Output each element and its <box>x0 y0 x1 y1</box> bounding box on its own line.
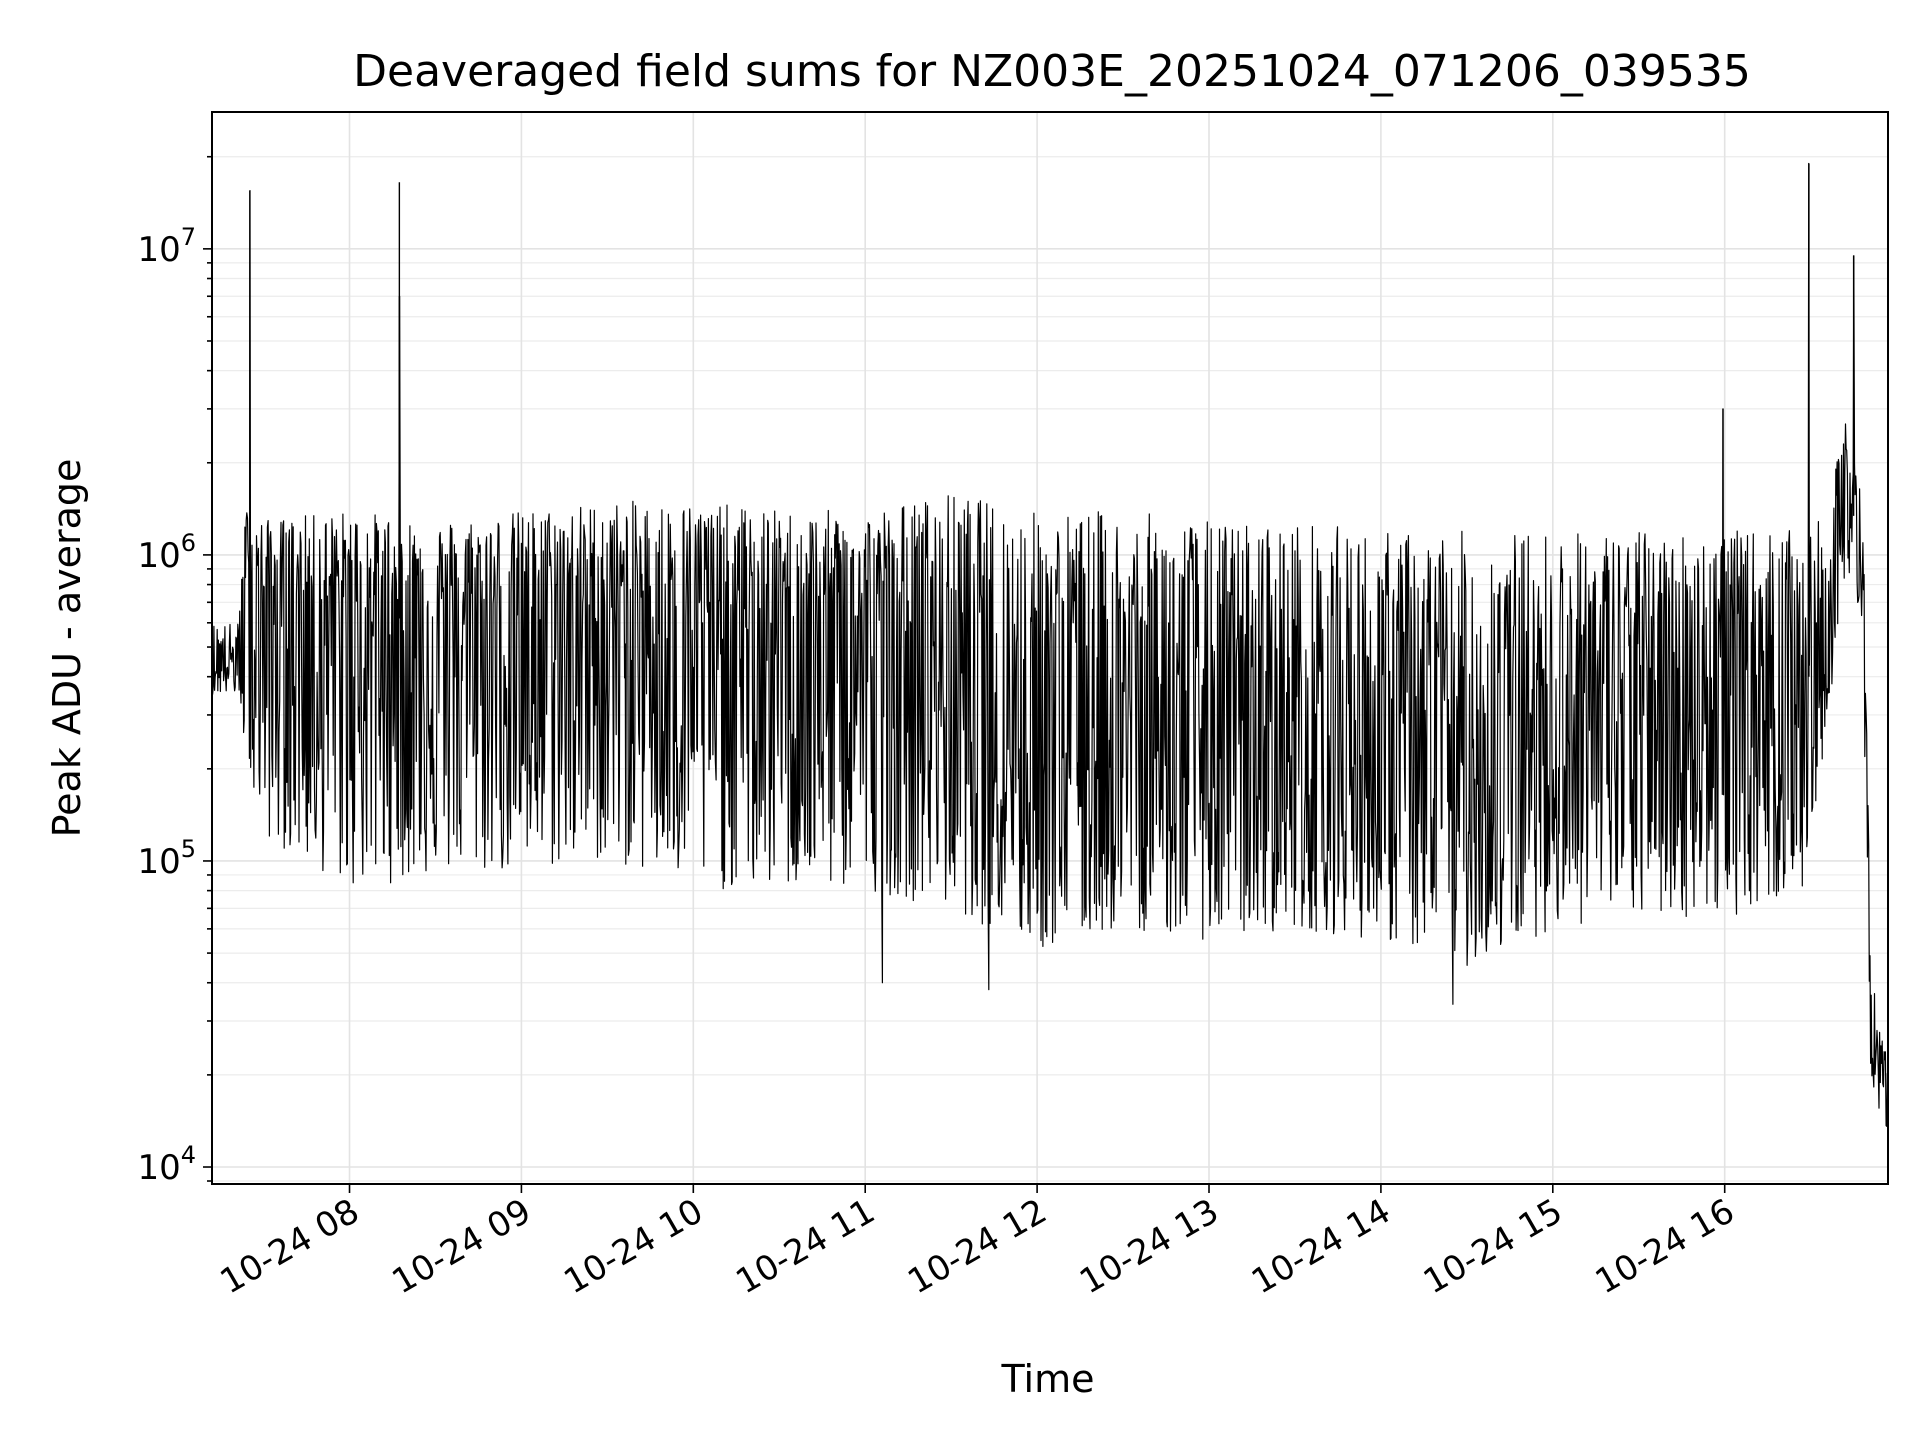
chart-title: Deaveraged field sums for NZ003E_2025102… <box>353 46 1751 97</box>
y-tick-label: 107 <box>137 223 196 270</box>
y-tick-exponent: 4 <box>181 1141 196 1169</box>
y-tick-base: 10 <box>137 230 180 270</box>
series-layer <box>211 162 1889 1127</box>
plot-frame <box>211 111 1889 1185</box>
y-tick-base: 10 <box>137 1148 180 1188</box>
y-tick-label: 104 <box>137 1141 196 1188</box>
y-tick-base: 10 <box>137 842 180 882</box>
x-axis-label: Time <box>1001 1357 1095 1401</box>
y-tick-label: 105 <box>137 835 196 882</box>
y-axis-label: Peak ADU - average <box>45 459 89 838</box>
y-tick-base: 10 <box>137 536 180 576</box>
y-tick-exponent: 6 <box>181 529 196 557</box>
series-line <box>211 162 1889 1127</box>
y-tick-exponent: 5 <box>181 835 196 863</box>
y-tick-label: 106 <box>137 529 196 576</box>
y-tick-exponent: 7 <box>181 223 196 251</box>
